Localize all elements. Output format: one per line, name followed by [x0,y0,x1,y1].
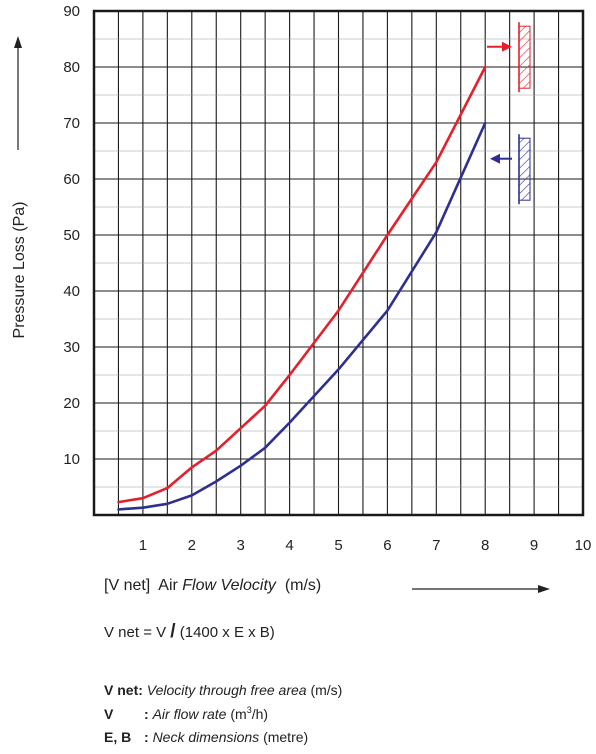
y-tick-label: 60 [63,171,80,188]
x-tick-label: 3 [237,537,245,554]
x-tick-label: 7 [432,537,440,554]
x-tick-label: 4 [285,537,293,554]
legend-vnet: V net: Velocity through free area (m/s) [104,682,342,698]
series-lines [117,65,487,511]
legend-eb-desc: Neck dimensions [152,729,260,745]
x-tick-label: 6 [383,537,391,554]
y-tick-label: 90 [63,3,80,20]
hatched-grille-icon [518,137,531,201]
legend-eb-term: E, B [104,729,132,745]
legend-v: V: Air flow rate (m3/h) [104,705,269,722]
y-tick-label: 80 [63,59,80,76]
legend-vnet-unit: (m/s) [310,682,343,698]
y-tick-label: 50 [63,227,80,244]
x-tick-label: 1 [139,537,147,554]
x-axis-label-unit: (m/s) [284,577,322,594]
marker-outward [487,22,531,93]
legend-v-unit-pre: (m [230,706,247,722]
legend-vnet-term: V net: [104,682,143,698]
hatched-grille-icon [518,25,531,89]
y-tick-label: 70 [63,115,80,132]
legend-eb-colon: : [144,729,149,745]
legend-eb-unit: (metre) [263,729,309,745]
formula: V net = V / (1400 x E x B) [104,621,275,643]
y-tick-label: 40 [63,283,80,300]
legend-eb: E, B: Neck dimensions (metre) [104,729,308,745]
x-tick-label: 8 [481,537,489,554]
formula-rhs: (1400 x E x B) [179,624,275,641]
marker-inward [490,134,531,205]
x-tick-label: 10 [575,537,592,554]
y-axis-arrow [14,36,22,150]
x-axis-label-plain: Air [158,577,183,594]
flow-markers [487,22,531,205]
y-tick-label: 10 [63,451,80,468]
x-axis-label-italic: Flow Velocity [182,577,276,594]
legend-vnet-desc: Velocity through free area [146,682,307,698]
x-tick-label: 9 [530,537,538,554]
legend-v-colon: : [144,706,149,722]
arrow-right-icon [502,41,512,52]
y-axis-label: Pressure Loss (Pa) [11,202,28,339]
formula-slash: / [170,621,176,642]
legend-v-unit-post: /h) [251,706,269,722]
tick-labels: 1 2 3 4 5 6 7 8 9 10 10 20 30 40 50 60 70 80 90 [63,3,591,554]
pressure-loss-chart: 1 2 3 4 5 6 7 8 9 10 10 20 30 40 50 60 70 80 90 Pressure L… [11,3,591,593]
x-axis-arrow [412,585,550,593]
legend-v-term: V [104,706,114,722]
series-line-inward [117,121,487,511]
x-axis-label-prefix: [V net] [104,577,151,594]
x-tick-label: 5 [334,537,342,554]
legend-v-desc: Air flow rate [152,706,227,722]
y-tick-label: 30 [63,339,80,356]
arrow-left-icon [490,153,500,164]
plot-frame [92,9,585,517]
series-line-outward [117,65,487,504]
x-axis-label: [V net] Air Flow Velocity (m/s) [104,577,321,595]
formula-lhs: V net = V [104,624,167,641]
legend-v-unit-sup: 3 [246,705,252,715]
x-tick-label: 2 [188,537,196,554]
y-tick-label: 20 [63,395,80,412]
grid-lines [94,11,583,515]
